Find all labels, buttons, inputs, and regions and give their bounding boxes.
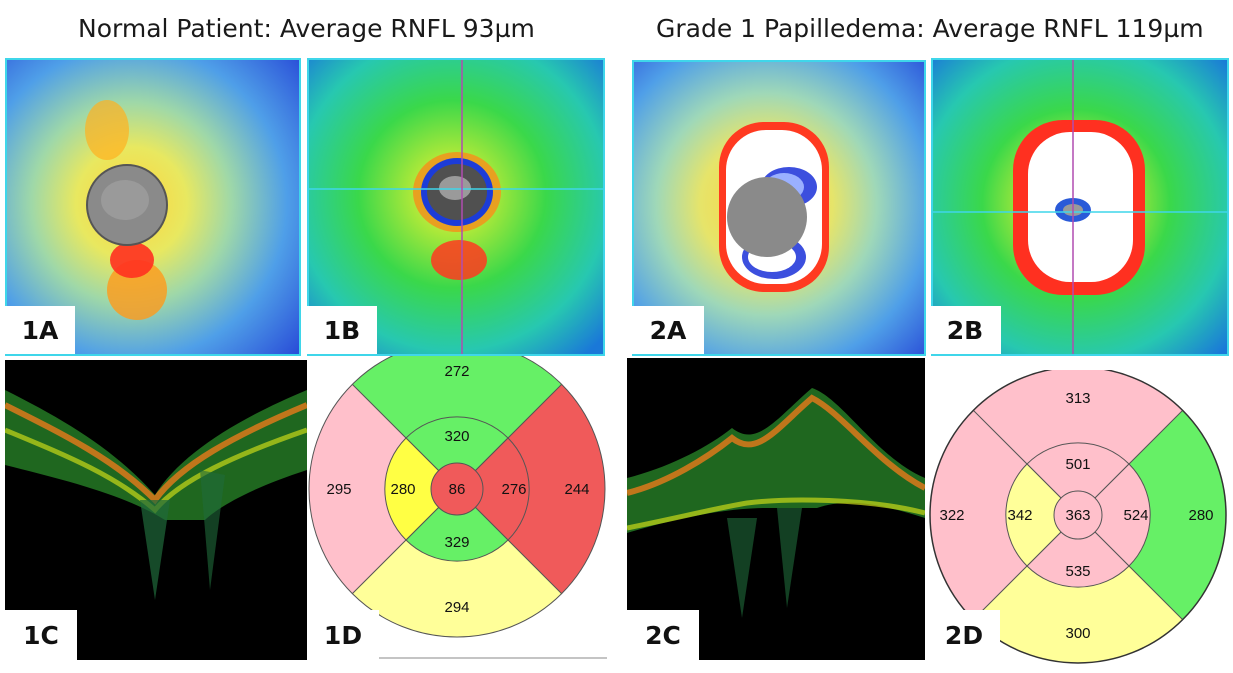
panel-1d-thickness-grid: 272 295 244 294 320 280 276 329 86	[307, 356, 607, 666]
panel-2c-oct-scan	[627, 358, 925, 660]
grid1-superior-outer: 272	[444, 363, 469, 380]
label-2a: 2A	[632, 306, 704, 354]
grid1-superior-inner: 320	[444, 428, 469, 445]
panel-1b-thickness-map	[307, 58, 605, 356]
grid2-superior-inner: 501	[1065, 456, 1090, 473]
grid2-nasal-outer: 322	[939, 507, 964, 524]
panel-2b-thickness-map	[931, 58, 1229, 356]
label-2d: 2D	[928, 610, 1000, 660]
grid2-temporal-outer: 280	[1188, 507, 1213, 524]
grid2-superior-outer-sector	[973, 370, 1183, 515]
grid1-inferior-outer: 294	[444, 599, 469, 616]
grid1-superior-outer-sector	[352, 356, 562, 489]
grid2-inferior-outer-sector	[973, 515, 1183, 663]
grid1-nasal-inner: 280	[390, 481, 415, 498]
grid1-nasal-outer: 295	[326, 481, 351, 498]
label-2b: 2B	[929, 306, 1001, 354]
label-1c: 1C	[5, 610, 77, 660]
title-papilledema: Grade 1 Papilledema: Average RNFL 119µm	[656, 14, 1204, 43]
grid1-temporal-outer-sector	[457, 384, 605, 594]
grid2-inferior-inner: 535	[1065, 563, 1090, 580]
panel-1a-thickness-map	[5, 58, 301, 356]
grid1-inferior-inner: 329	[444, 534, 469, 551]
label-2c: 2C	[627, 610, 699, 660]
grid2-temporal-inner: 524	[1123, 507, 1148, 524]
grid1-nasal-outer-sector	[309, 384, 457, 594]
panel-2d-thickness-grid: 313 322 280 300 501 342 524 535 363	[928, 370, 1228, 670]
grid2-inferior-outer: 300	[1065, 625, 1090, 642]
grid1-temporal-inner: 276	[501, 481, 526, 498]
grid2-nasal-inner: 342	[1007, 507, 1032, 524]
grid2-temporal-outer-sector	[1078, 410, 1226, 620]
title-normal-patient: Normal Patient: Average RNFL 93µm	[78, 14, 535, 43]
grid1-inferior-outer-sector	[352, 489, 562, 637]
label-1b: 1B	[307, 306, 377, 354]
panel-2a-thickness-map	[632, 60, 926, 356]
grid2-center: 363	[1065, 507, 1090, 524]
label-1d: 1D	[307, 610, 379, 660]
grid2-nasal-outer-sector	[930, 410, 1078, 620]
grid2-superior-outer: 313	[1065, 390, 1090, 407]
label-1a: 1A	[5, 306, 75, 354]
grid1-center: 86	[449, 481, 466, 498]
grid1-temporal-outer: 244	[564, 481, 589, 498]
